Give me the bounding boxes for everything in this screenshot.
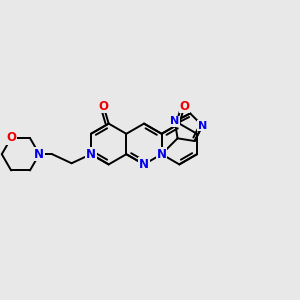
Text: N: N <box>198 121 207 130</box>
Text: N: N <box>139 158 149 171</box>
Text: O: O <box>99 100 109 113</box>
Text: N: N <box>170 116 179 126</box>
Text: O: O <box>179 100 189 113</box>
Text: O: O <box>6 131 16 144</box>
Text: N: N <box>86 148 96 161</box>
Text: N: N <box>157 148 167 161</box>
Text: N: N <box>34 148 44 161</box>
